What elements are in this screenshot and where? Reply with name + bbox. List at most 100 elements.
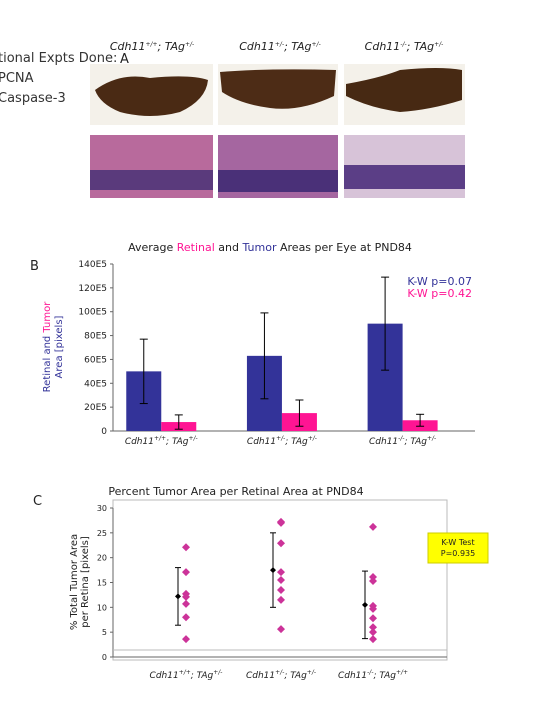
y-axis-label: Area [pixels] [54,315,65,378]
y-axis-label: per Retina [pixels] [80,536,91,628]
stain [344,165,465,189]
y-tick-label: 30 [97,504,107,513]
data-point [369,577,377,586]
side-text: PCNA [0,71,34,86]
genotype-label: Cdh11+/-; TAg+/- [246,669,316,681]
genotype-part: ; TAg [405,437,428,447]
genotype-part: Cdh11 [150,671,179,681]
genotype-part: Cdh11 [247,437,276,447]
genotype-part: ; TAg [374,671,397,681]
y-tick-label: 15 [97,579,107,588]
data-point [277,585,285,594]
genotype-part: +/- [275,669,284,676]
y-tick-label: 25 [97,529,107,538]
genotype-part: ; TAg [284,40,311,53]
y-tick-label: 0 [102,653,107,662]
y-axis-label: Retinal and Tumor [42,301,53,393]
annotation: K-W Test [441,538,474,547]
stain [346,68,462,112]
genotype-part: Cdh11 [338,671,367,681]
data-point [277,539,285,548]
data-point [277,576,285,585]
panel-label: A [120,52,129,67]
data-point [277,568,285,577]
data-point [369,628,377,637]
y-tick-label: 100E5 [78,308,107,318]
data-point [277,595,285,604]
genotype-part: +/+ [145,41,157,48]
genotype-label: Cdh11+/+; TAg+/- [110,40,194,53]
photos [90,64,465,198]
data-point [182,543,190,552]
mean-marker [362,601,368,608]
genotype-part: ; TAg [166,437,189,447]
data-point [369,635,377,644]
genotype-label: Cdh11+/-; TAg+/- [239,40,321,53]
genotype-part: +/+ [396,669,408,676]
y-tick-label: 60E5 [84,355,107,365]
y-tick-label: 120E5 [78,284,107,294]
text-part: Tumor [42,301,53,334]
y-tick-label: 40E5 [84,379,107,389]
text-part: Retinal and [42,333,53,393]
annotation: K-W p=0.42 [407,287,472,300]
genotype-label: Cdh11-/-; TAg+/- [369,435,436,447]
data-point [369,614,377,623]
panel-label: C [33,494,42,509]
annotation: K-W p=0.07 [407,275,472,288]
genotype-part: Cdh11 [365,40,401,53]
genotype-label: Cdh11+/+; TAg+/- [150,669,223,681]
genotype-part: +/- [312,41,321,48]
genotype-part: +/+ [179,669,191,676]
genotype-part: +/- [275,41,284,48]
genotype-part: +/- [276,435,285,442]
y-tick-label: 0 [101,427,107,437]
genotype-part: ; TAg [191,671,214,681]
annotation: P=0.935 [441,549,475,558]
genotype-part: -/- [398,435,404,442]
side-text: tional Expts Done: [0,51,117,66]
genotype-part: Cdh11 [239,40,275,53]
genotype-part: +/- [213,669,222,676]
stain [95,76,208,116]
y-tick-label: 5 [102,628,107,637]
stain [90,170,213,190]
y-axis-label: % Total Tumor Area [69,534,80,630]
genotype-part: +/- [434,41,443,48]
genotype-part: Cdh11 [110,40,146,53]
stain [220,69,336,109]
y-tick-label: 140E5 [78,260,107,270]
data-point [182,599,190,608]
genotype-label: Cdh11+/-; TAg+/- [247,435,317,447]
genotype-part: ; TAg [285,437,308,447]
genotype-part: Cdh11 [246,671,275,681]
genotype-part: +/- [308,435,317,442]
genotype-part: +/- [427,435,436,442]
data-point [182,592,190,601]
chart-title: Average Retinal and Tumor Areas per Eye … [128,241,412,254]
genotype-part: +/- [185,41,194,48]
genotype-part: -/- [367,669,373,676]
data-point [182,635,190,644]
data-point [277,625,285,634]
y-tick-label: 20E5 [84,403,107,413]
text-part: Average [128,241,177,254]
y-tick-label: 10 [97,603,107,612]
text-part: Area [pixels] [54,315,65,378]
side-text: Caspase-3 [0,91,66,106]
genotype-part: ; TAg [284,671,307,681]
genotype-part: ; TAg [407,40,434,53]
mean-marker [175,593,181,600]
chart-title: Percent Tumor Area per Retinal Area at P… [108,485,363,498]
y-tick-label: 20 [97,554,107,563]
text-part: Areas per Eye at PND84 [277,241,412,254]
genotype-part: Cdh11 [125,437,154,447]
genotype-part: ; TAg [158,40,185,53]
text-part: Tumor [242,241,277,254]
genotype-label: Cdh11+/+; TAg+/- [125,435,198,447]
genotype-part: Cdh11 [369,437,398,447]
data-point [369,604,377,613]
genotype-part: +/- [307,669,316,676]
genotype-part: +/- [188,435,197,442]
text-part: and [215,241,243,254]
